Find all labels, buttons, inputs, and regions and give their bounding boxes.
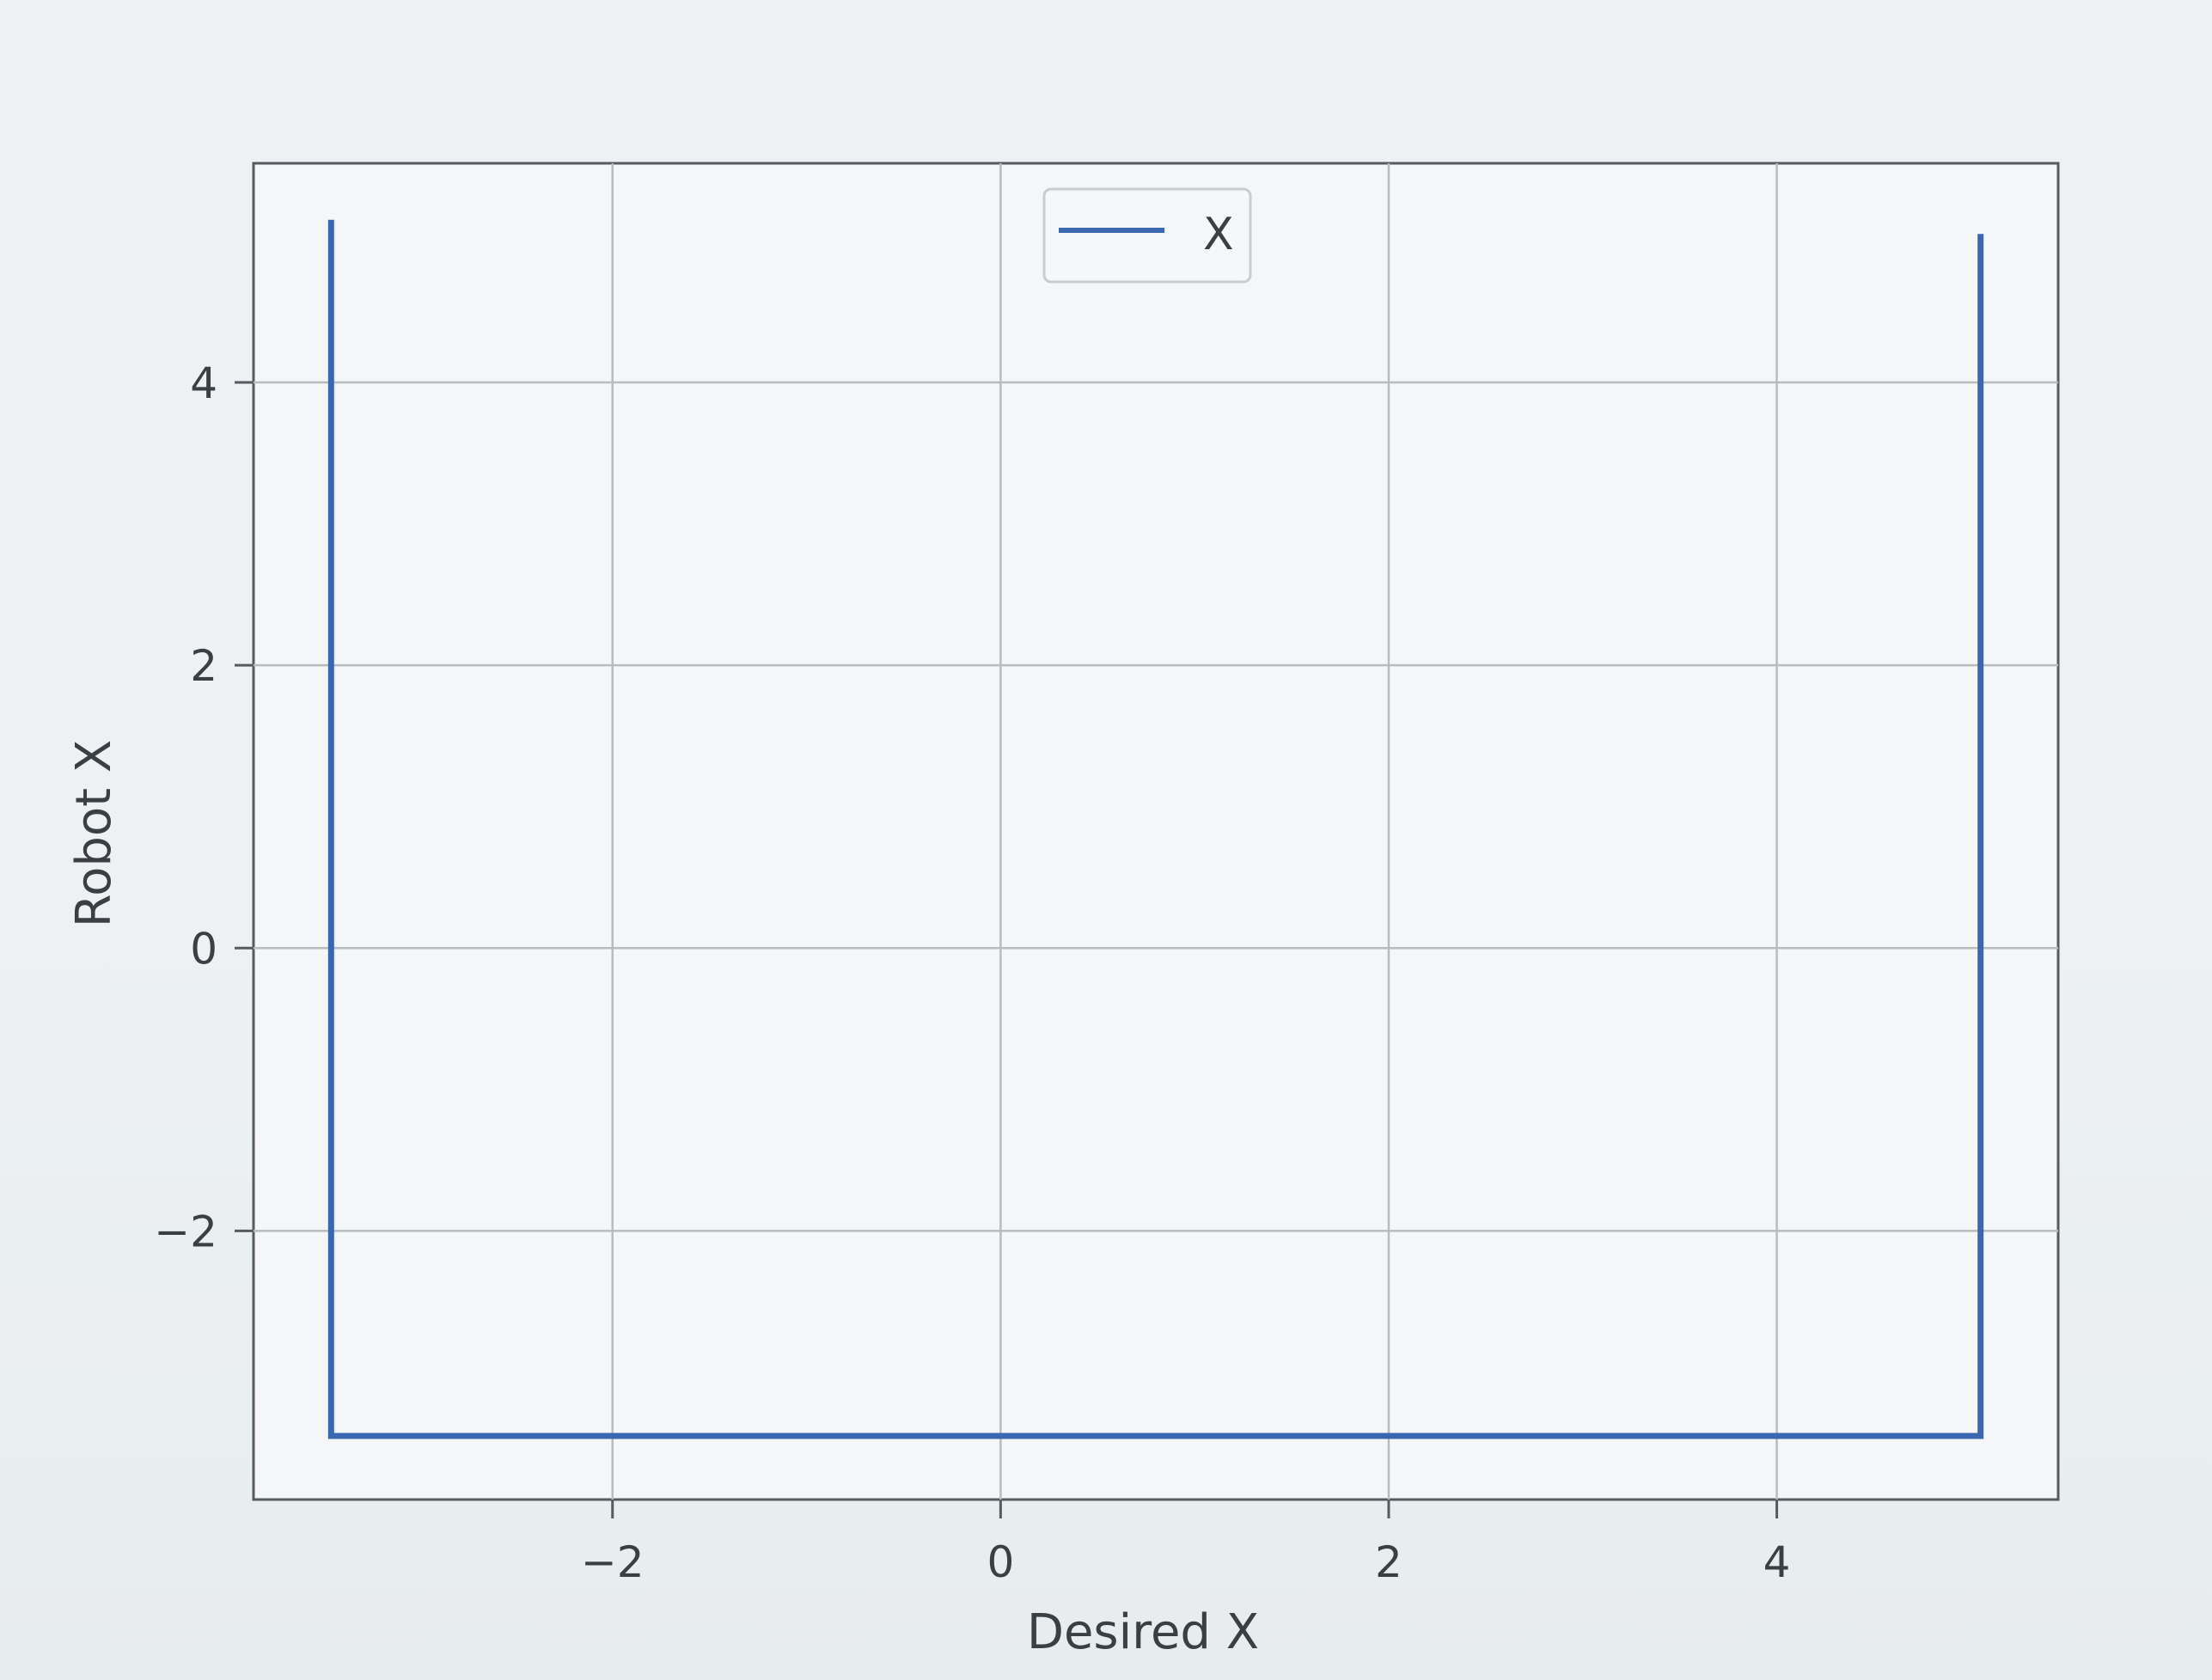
legend-label-x: X — [1203, 209, 1234, 260]
series-layer — [327, 219, 1984, 1439]
y-tick-label-3: 4 — [190, 358, 217, 408]
x-tick-label-2: 2 — [1375, 1537, 1402, 1587]
series-line-0 — [327, 219, 1984, 1439]
legend-box — [1042, 187, 1252, 284]
axis-ticks: −2 0 2 4 −2 0 2 4 — [154, 358, 1790, 1587]
x-axis-label: Desired X — [1027, 1604, 1259, 1660]
legend: X — [1042, 187, 1252, 284]
plot-area — [252, 162, 2060, 1501]
grid-lines — [254, 163, 2058, 1500]
y-tick-label-2: 2 — [190, 641, 217, 691]
x-tick-label-0: −2 — [581, 1537, 645, 1587]
y-axis-label: Robot X — [66, 740, 122, 928]
y-tick-label-1: 0 — [190, 924, 217, 974]
x-tick-label-1: 0 — [987, 1537, 1014, 1587]
x-tick-label-3: 4 — [1763, 1537, 1791, 1587]
y-tick-label-0: −2 — [154, 1207, 217, 1256]
